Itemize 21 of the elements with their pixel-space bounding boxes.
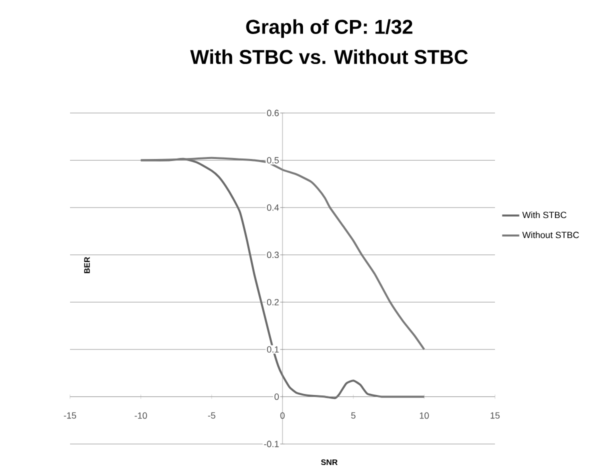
y-tick-label: 0.6 [267, 110, 279, 116]
x-tick-label: -5 [208, 412, 216, 419]
legend-label: Without STBC [522, 232, 579, 238]
chart-subtitle: With STBC vs. Without STBC [190, 49, 468, 64]
y-tick-label: 0.5 [267, 157, 279, 164]
chart-title: Graph of CP: 1/32 [246, 19, 412, 38]
y-axis-title: BER [84, 256, 90, 274]
x-tick-label: 5 [351, 412, 356, 419]
x-tick-label: 10 [420, 412, 429, 419]
legend-label: With STBC [522, 212, 566, 218]
x-tick-label: 15 [490, 412, 500, 419]
y-tick-label: 0.4 [267, 204, 279, 211]
y-tick-label: 0 [274, 394, 279, 400]
x-tick-label: -10 [134, 412, 147, 419]
x-tick-label: 0 [280, 412, 285, 419]
y-tick-label: 0.2 [267, 298, 279, 306]
x-axis-title: SNR [321, 459, 338, 466]
x-tick-label: -15 [64, 412, 76, 419]
line-series [140, 158, 426, 400]
y-tick-label: 0.3 [267, 252, 279, 258]
y-tick-label: -0.1 [264, 440, 279, 448]
